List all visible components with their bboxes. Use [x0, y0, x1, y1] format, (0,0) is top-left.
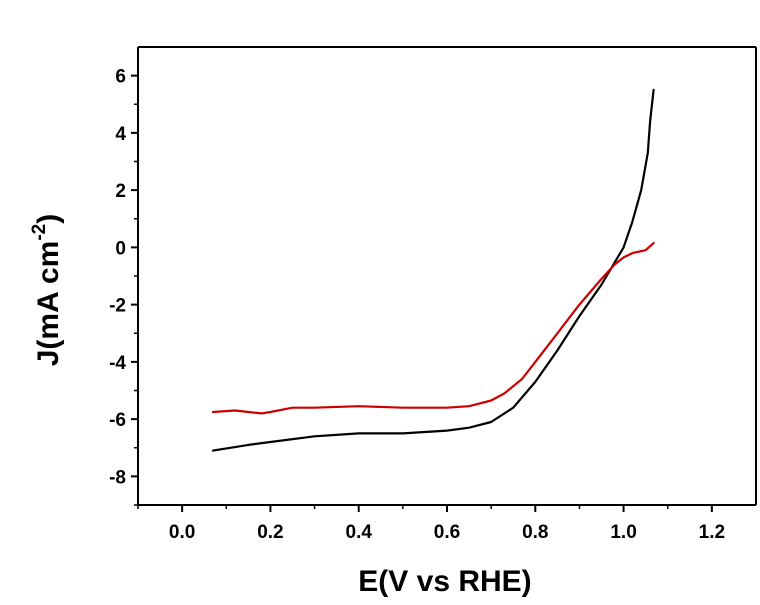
plot-frame	[137, 46, 757, 506]
x-tick-label: 1.2	[699, 522, 725, 543]
y-axis-title-close: )	[32, 214, 65, 224]
y-tick-label: 4	[115, 124, 126, 145]
x-tick-labels: 0.0 0.2 0.4 0.6 0.8 1.0 1.2	[169, 522, 725, 543]
y-tick-label: 6	[115, 67, 126, 88]
x-tick-label: 0.6	[434, 522, 460, 543]
x-tick-label: 0.4	[346, 522, 373, 543]
x-tick-label: 0.8	[522, 522, 548, 543]
y-axis-title-main: J(mA cm	[32, 241, 65, 367]
x-axis-title: E(V vs RHE)	[358, 565, 531, 598]
y-tick-label: 0	[115, 238, 126, 259]
x-tick-label: 1.0	[610, 522, 636, 543]
y-tick-label: -8	[109, 467, 126, 488]
y-axis-title: J(mA cm-2)	[29, 214, 65, 367]
major-ticks	[131, 74, 713, 512]
y-tick-label: -4	[109, 353, 126, 374]
x-tick-label: 0.0	[169, 522, 195, 543]
y-tick-label: -2	[109, 296, 126, 317]
y-tick-label: -6	[109, 410, 126, 431]
series-line-2	[211, 242, 655, 415]
series-line-1	[211, 88, 655, 452]
y-tick-label: 2	[115, 181, 126, 202]
minor-ticks	[134, 103, 669, 509]
y-tick-labels: -8 -6 -4 -2 0 2 4 6	[109, 67, 126, 489]
x-tick-label: 0.2	[257, 522, 283, 543]
y-axis-title-superscript: -2	[29, 224, 50, 241]
series-lines	[211, 88, 655, 452]
